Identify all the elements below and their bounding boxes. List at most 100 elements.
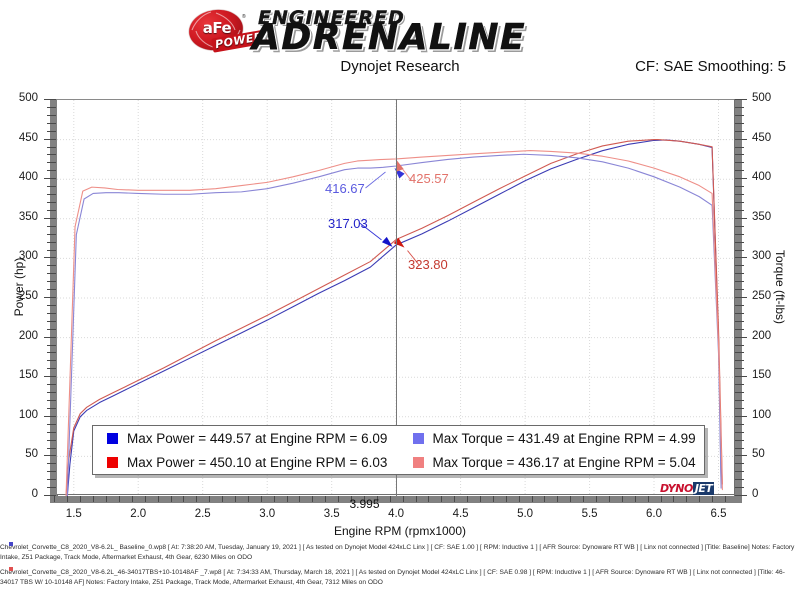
afe-power-logo-icon: aFe ® POWER <box>185 6 268 54</box>
axis-tick-mark <box>47 439 56 441</box>
axis-tick-mark <box>47 471 56 473</box>
axis-tick-mark <box>47 344 56 346</box>
axis-tick-mark <box>47 360 56 362</box>
axis-tick-mark <box>735 415 747 417</box>
legend-label: Max Torque = 431.49 at Engine RPM = 4.99 <box>432 430 696 446</box>
axis-tick-mark <box>735 130 744 132</box>
axis-tick-mark <box>47 352 56 354</box>
axis-tick-mark <box>735 336 747 338</box>
x-tick-label: 3.5 <box>323 508 340 520</box>
axis-tick-mark <box>47 170 56 172</box>
cursor-value-label: 3.995 <box>349 497 380 511</box>
axis-tick-mark <box>47 225 56 227</box>
axis-tick-mark <box>402 496 404 502</box>
axis-tick-mark <box>735 455 747 457</box>
axis-tick-mark <box>583 496 585 502</box>
axis-tick-mark <box>47 384 56 386</box>
axis-tick-mark <box>247 496 249 502</box>
axis-tick-mark <box>608 496 610 502</box>
axis-tick-mark <box>47 114 56 116</box>
axis-tick-mark <box>712 496 714 502</box>
axis-tick-mark <box>44 99 56 100</box>
x-tick-label: 6.0 <box>646 508 662 520</box>
footnote-text: Chevrolet_Corvette_C8_2020_V8-6.2L_46-34… <box>0 569 785 586</box>
axis-tick-mark <box>735 471 744 473</box>
y-tick-label-left: 100 <box>18 408 38 421</box>
axis-tick-mark <box>699 496 701 502</box>
axis-tick-mark <box>492 496 494 502</box>
axis-tick-mark <box>47 233 56 235</box>
chart-header: aFe ® POWER ENGINEERED ADRENALINE Dynoje… <box>0 0 800 88</box>
axis-tick-mark <box>157 496 159 502</box>
axis-tick-mark <box>735 233 744 235</box>
axis-tick-mark <box>47 202 56 203</box>
axis-tick-mark <box>106 496 107 502</box>
axis-tick-mark <box>389 496 391 502</box>
axis-tick-mark <box>47 487 56 489</box>
legend-swatch-icon <box>412 432 424 444</box>
axis-tick-mark <box>47 273 56 275</box>
y-tick-label-left: 250 <box>18 290 38 302</box>
x-tick-label: 3.0 <box>259 508 276 520</box>
axis-tick-mark <box>286 496 288 502</box>
axis-tick-mark <box>735 273 744 275</box>
axis-tick-mark <box>196 496 198 502</box>
axis-tick-mark <box>735 281 744 283</box>
axis-tick-mark <box>47 320 56 322</box>
axis-tick-mark <box>47 368 56 370</box>
chart-legend: Max Power = 449.57 at Engine RPM = 6.09 … <box>92 425 705 475</box>
axis-tick-mark <box>735 312 744 314</box>
cursor-line[interactable] <box>395 99 397 496</box>
axis-tick-mark <box>44 217 56 219</box>
axis-tick-mark <box>735 495 747 496</box>
axis-tick-mark <box>735 106 744 108</box>
axis-tick-mark <box>673 496 675 502</box>
axis-tick-mark <box>47 400 56 401</box>
axis-tick-mark <box>47 106 56 108</box>
axis-tick-mark <box>467 496 469 502</box>
axis-tick-mark <box>735 122 744 124</box>
axis-tick-mark <box>415 496 417 502</box>
axis-tick-mark <box>735 297 747 298</box>
x-axis-label: Engine RPM (rpmx1000) <box>333 524 467 538</box>
footnote-afe: Chevrolet_Corvette_C8_2020_V8-6.2L_46-34… <box>0 567 800 587</box>
axis-tick-mark <box>47 209 56 211</box>
y-tick-label-left: 50 <box>25 448 38 461</box>
x-tick-label: 2.5 <box>194 508 211 520</box>
axis-tick-mark <box>735 384 744 386</box>
axis-tick-mark <box>660 496 662 502</box>
axis-tick-mark <box>735 241 744 243</box>
legend-item-max-power-baseline: Max Power = 449.57 at Engine RPM = 6.09 <box>93 431 399 446</box>
engineered-wordmark: ENGINEERED <box>258 7 405 29</box>
axis-tick-mark <box>686 496 688 502</box>
footnotes: Chevrolet_Corvette_C8_2020_V8-6.2L_ Base… <box>0 542 800 593</box>
brand-banner: aFe ® POWER ENGINEERED ADRENALINE <box>0 2 800 56</box>
axis-tick-mark <box>209 496 211 502</box>
axis-tick-mark <box>47 289 56 291</box>
axis-tick-mark <box>325 496 327 502</box>
axis-tick-mark <box>735 178 747 180</box>
axis-tick-mark <box>557 496 559 502</box>
axis-tick-mark <box>480 496 481 502</box>
y-tick-label-right: 150 <box>752 369 772 382</box>
axis-tick-mark <box>647 496 649 502</box>
correction-factor-label: CF: SAE Smoothing: 5 <box>635 58 786 75</box>
axis-tick-mark <box>735 423 744 425</box>
axis-tick-mark <box>735 257 747 259</box>
dynojet-watermark-jet: JET <box>692 482 715 495</box>
axis-tick-mark <box>735 170 744 172</box>
y-tick-label-right: 0 <box>752 488 759 500</box>
axis-tick-mark <box>47 447 56 449</box>
axis-tick-mark <box>634 496 636 502</box>
axis-tick-mark <box>54 496 56 502</box>
y-tick-label-left: 200 <box>18 329 38 342</box>
axis-tick-mark <box>735 407 744 409</box>
axis-tick-mark <box>735 225 744 227</box>
axis-tick-mark <box>735 289 744 291</box>
y-tick-label-left: 150 <box>18 369 38 382</box>
annotation-torque-afe: 425.57 <box>409 171 449 186</box>
axis-tick-mark <box>47 122 56 124</box>
legend-row: Max Power = 449.57 at Engine RPM = 6.09 … <box>93 426 704 450</box>
legend-item-max-torque-afe: Max Torque = 436.17 at Engine RPM = 5.04 <box>399 455 705 470</box>
axis-tick-mark <box>735 154 744 156</box>
